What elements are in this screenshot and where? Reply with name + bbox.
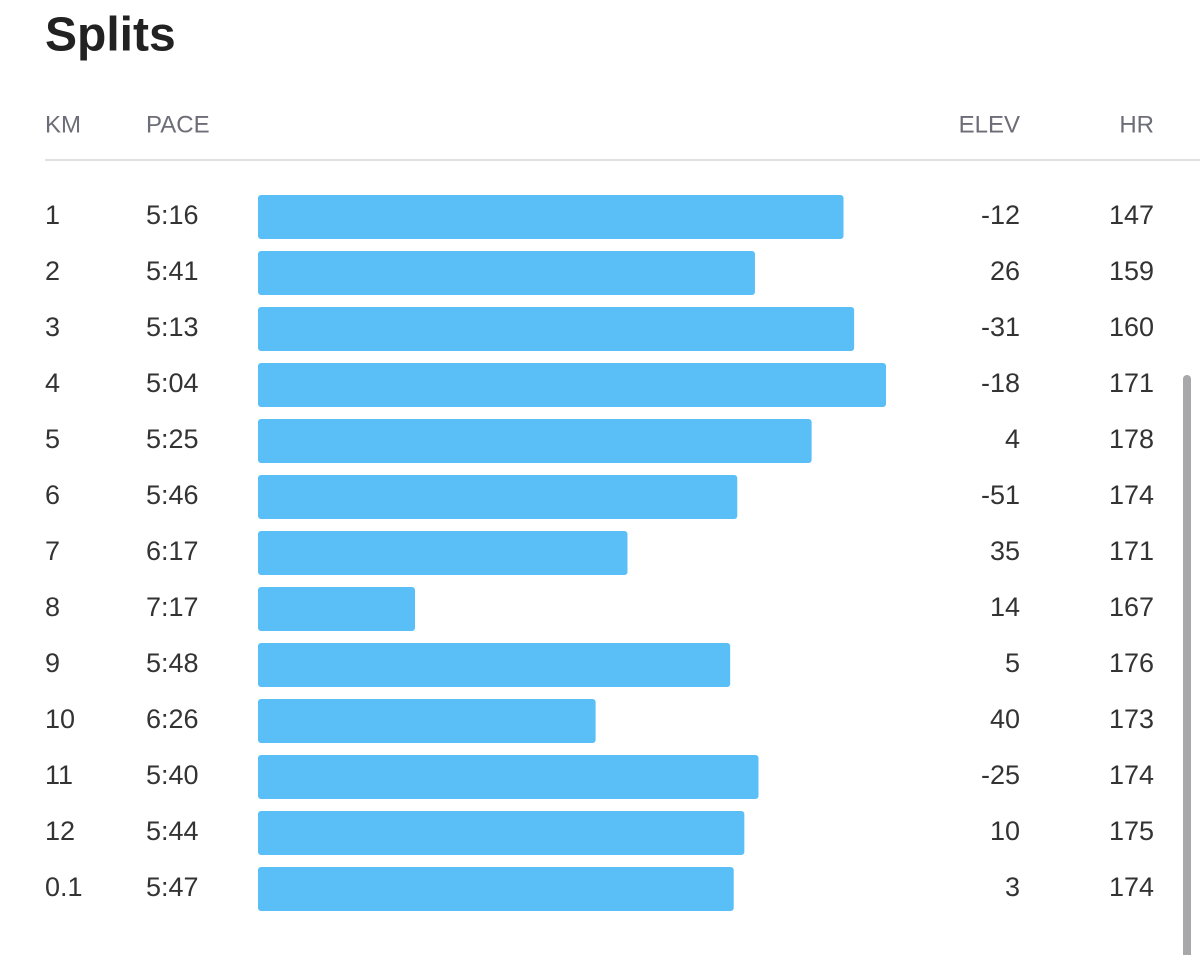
elev-cell: 5 [1005, 648, 1020, 678]
pace-cell: 6:17 [146, 536, 199, 566]
pace-bar [258, 307, 855, 351]
pace-cell: 5:44 [146, 816, 199, 846]
km-cell: 1 [45, 200, 60, 230]
pace-cell: 5:04 [146, 368, 199, 398]
pace-bar [258, 867, 734, 911]
km-cell: 0.1 [45, 872, 83, 902]
pace-bar [258, 251, 755, 295]
km-cell: 6 [45, 480, 60, 510]
pace-bar [258, 475, 738, 519]
pace-cell: 5:48 [146, 648, 199, 678]
scrollbar[interactable] [1183, 375, 1191, 955]
elev-cell: 14 [990, 592, 1020, 622]
elev-cell: 4 [1005, 424, 1020, 454]
hr-cell: 174 [1109, 760, 1154, 790]
pace-cell: 5:40 [146, 760, 199, 790]
hr-cell: 175 [1109, 816, 1154, 846]
elev-cell: -12 [981, 200, 1020, 230]
hr-cell: 159 [1109, 256, 1154, 286]
pace-bar [258, 587, 415, 631]
column-header: HR [1119, 111, 1154, 138]
km-cell: 10 [45, 704, 75, 734]
elev-cell: 26 [990, 256, 1020, 286]
pace-cell: 5:13 [146, 312, 199, 342]
pace-bar [258, 643, 731, 687]
pace-bar [258, 531, 628, 575]
pace-cell: 7:17 [146, 592, 199, 622]
pace-cell: 6:26 [146, 704, 199, 734]
pace-bar [258, 755, 759, 799]
title: Splits [45, 9, 176, 62]
elev-cell: 3 [1005, 872, 1020, 902]
pace-bar [258, 363, 886, 407]
km-cell: 8 [45, 592, 60, 622]
km-cell: 3 [45, 312, 60, 342]
hr-cell: 171 [1109, 536, 1154, 566]
pace-bar [258, 699, 596, 743]
hr-cell: 178 [1109, 424, 1154, 454]
column-header: PACE [146, 111, 210, 138]
hr-cell: 173 [1109, 704, 1154, 734]
hr-cell: 160 [1109, 312, 1154, 342]
elev-cell: -31 [981, 312, 1020, 342]
hr-cell: 174 [1109, 480, 1154, 510]
hr-cell: 176 [1109, 648, 1154, 678]
km-cell: 4 [45, 368, 60, 398]
pace-cell: 5:16 [146, 200, 199, 230]
column-header: KM [45, 111, 81, 138]
pace-cell: 5:25 [146, 424, 199, 454]
km-cell: 7 [45, 536, 60, 566]
pace-bar [258, 419, 812, 463]
km-cell: 11 [45, 760, 73, 790]
pace-cell: 5:47 [146, 872, 199, 902]
km-cell: 12 [45, 816, 75, 846]
hr-cell: 147 [1109, 200, 1154, 230]
pace-bar [258, 195, 844, 239]
pace-cell: 5:46 [146, 480, 199, 510]
pace-cell: 5:41 [146, 256, 199, 286]
hr-cell: 171 [1109, 368, 1154, 398]
elev-cell: 10 [990, 816, 1020, 846]
km-cell: 9 [45, 648, 60, 678]
column-header: ELEV [959, 111, 1020, 138]
elev-cell: 35 [990, 536, 1020, 566]
km-cell: 5 [45, 424, 60, 454]
elev-cell: -18 [981, 368, 1020, 398]
elev-cell: -25 [981, 760, 1020, 790]
pace-bar [258, 811, 745, 855]
elev-cell: 40 [990, 704, 1020, 734]
hr-cell: 174 [1109, 872, 1154, 902]
hr-cell: 167 [1109, 592, 1154, 622]
km-cell: 2 [45, 256, 60, 286]
elev-cell: -51 [981, 480, 1020, 510]
